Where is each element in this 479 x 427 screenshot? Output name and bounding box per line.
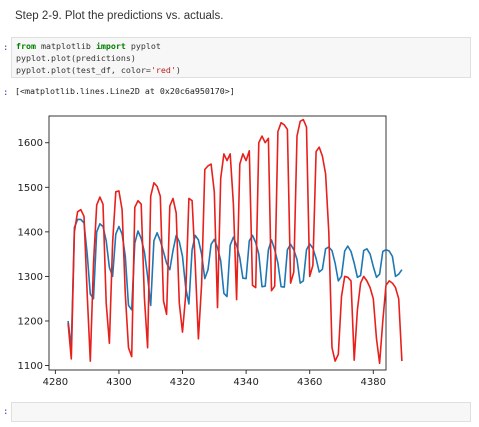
x-tick-label: 4380 [361,377,386,388]
code-token: matplotlib [35,41,96,51]
x-tick-label: 4280 [43,377,68,388]
x-tick-label: 4300 [106,377,131,388]
step-title: Step 2-9. Plot the predictions vs. actua… [15,10,224,22]
code-token: pyplot.plot(test_df, color= [16,65,151,75]
code-line: from matplotlib import pyplot [16,40,466,52]
line-chart: 4280 4300 4320 4340 4360 4380 1100 1200 1300 1400… [18,115,403,388]
y-tick-label: 1500 [18,183,43,194]
empty-cell-prompt: : [3,407,9,417]
code-token: pyplot [125,41,161,51]
code-line: pyplot.plot(predictions) [16,52,466,64]
x-tick-label: 4340 [233,377,258,388]
y-tick-label: 1600 [18,138,43,149]
empty-code-cell[interactable] [11,402,471,422]
series-line-actuals [67,118,403,365]
x-tick-label: 4360 [297,377,322,388]
code-keyword: import [95,41,126,51]
y-tick-label: 1400 [18,227,43,238]
code-token: pyplot.plot(predictions) [16,53,136,63]
code-token: ) [175,65,181,75]
code-cell-prompt: : [3,43,9,53]
output-text: [<matplotlib.lines.Line2D at 0x20c6a9501… [15,86,235,96]
code-line: pyplot.plot(test_df, color='red') [16,64,466,76]
plot-area [48,115,387,371]
y-tick-label: 1200 [18,316,43,327]
output-prompt: : [3,88,9,98]
code-string: 'red' [150,65,176,75]
x-tick-label: 4320 [170,377,195,388]
code-cell[interactable]: from matplotlib import pyplot pyplot.plot… [11,37,471,78]
y-tick-label: 1300 [18,272,43,283]
code-keyword: from [16,41,36,51]
y-tick-label: 1100 [18,361,43,372]
